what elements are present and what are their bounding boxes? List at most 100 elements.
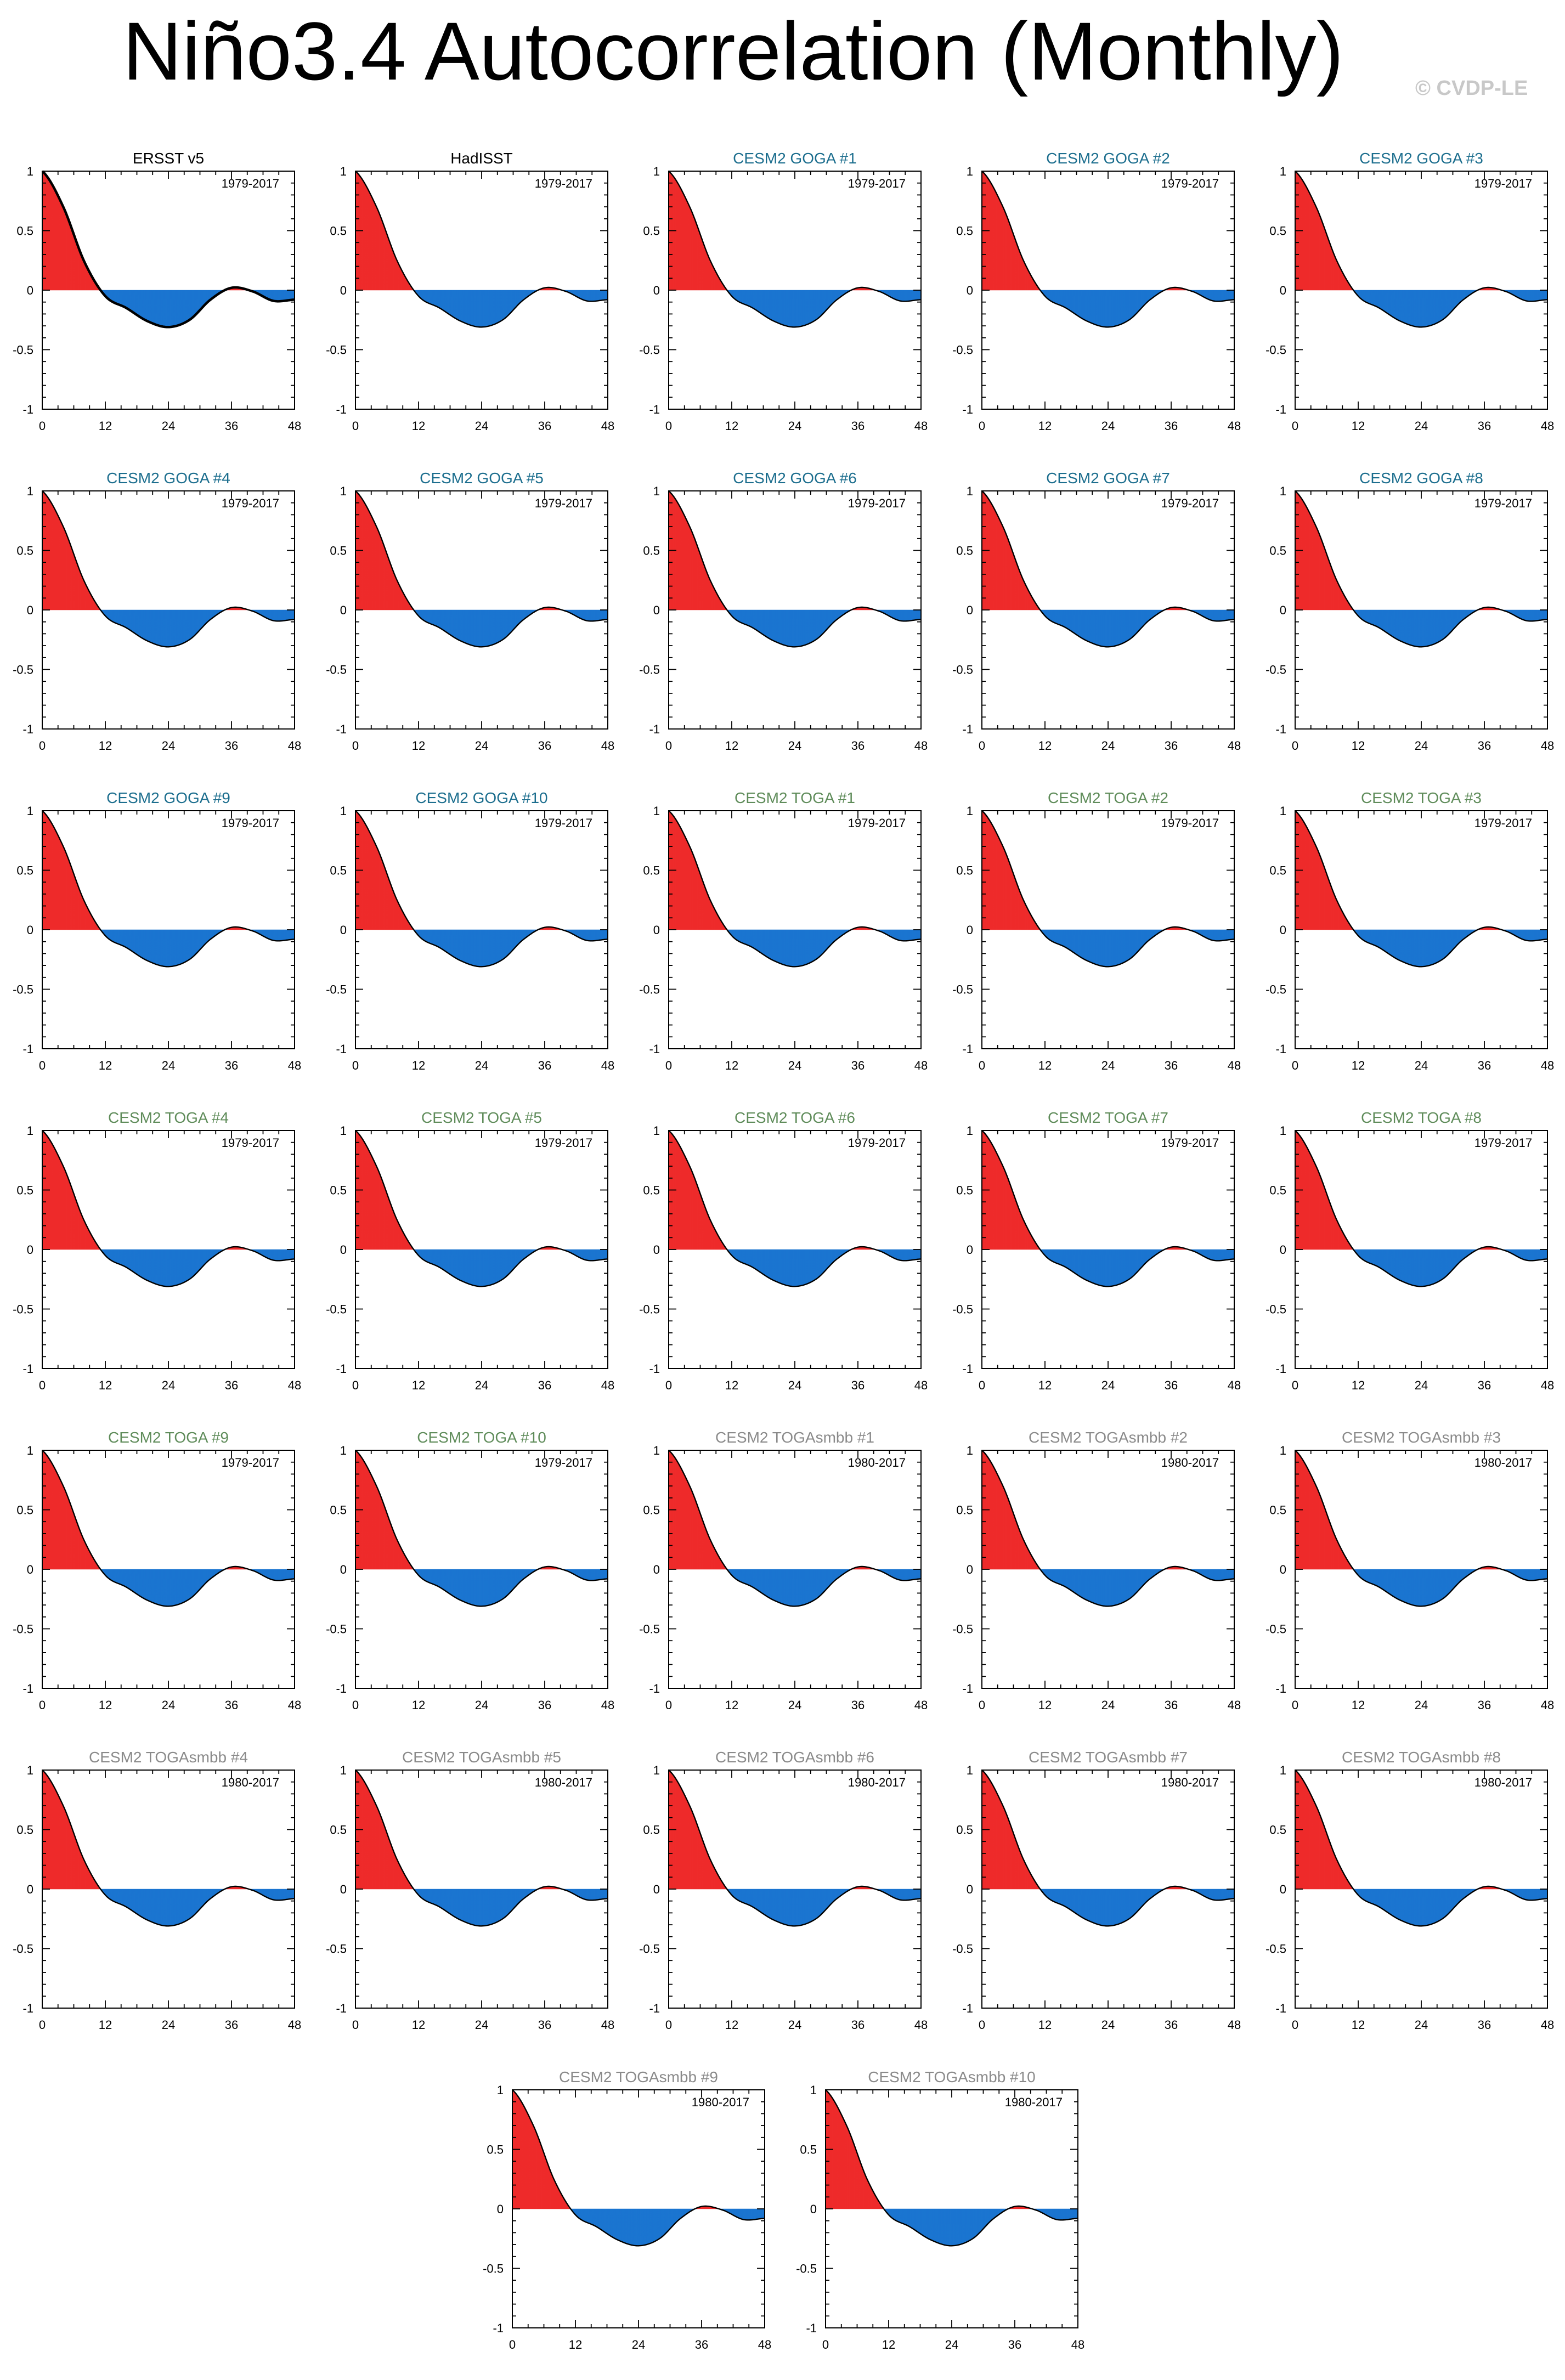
x-tick-label: 48 [1071, 2338, 1084, 2351]
y-tick-label: -0.5 [1265, 663, 1286, 677]
y-tick-label: 0.5 [330, 864, 347, 878]
autocorrelation-panel: 0 12 24 36 48 1 0.5 0 -0.5 -1 CESM2 GOGA #10 1979-2… [326, 789, 614, 1072]
y-tick-label: 1 [27, 484, 33, 498]
x-tick-label: 24 [1101, 739, 1115, 753]
y-tick-label: 0.5 [16, 224, 33, 238]
positive-area [42, 490, 249, 610]
panel-title: CESM2 TOGAsmbb #8 [1342, 1749, 1501, 1766]
panel-title: CESM2 GOGA #9 [106, 789, 230, 806]
x-tick-label: 36 [225, 739, 238, 753]
y-tick-label: -1 [649, 722, 660, 736]
x-tick-label: 24 [632, 2338, 645, 2351]
negative-area [570, 2208, 765, 2246]
x-tick-label: 48 [1541, 1059, 1554, 1072]
x-tick-label: 0 [979, 1698, 985, 1712]
y-tick-label: -0.5 [639, 343, 660, 357]
positive-area [668, 171, 875, 291]
autocorrelation-line [1295, 810, 1548, 968]
y-tick-label: 0.5 [1269, 544, 1286, 558]
positive-area [42, 1770, 249, 1890]
y-tick-label: 0 [340, 603, 347, 617]
x-tick-label: 24 [475, 2018, 488, 2032]
x-tick-label: 48 [1541, 1378, 1554, 1392]
x-tick-label: 12 [99, 419, 112, 433]
x-tick-label: 36 [851, 1698, 865, 1712]
y-tick-label: -0.5 [1265, 1623, 1286, 1636]
x-tick-label: 0 [979, 1378, 985, 1392]
period-label: 1979-2017 [222, 496, 279, 510]
x-tick-label: 48 [288, 739, 301, 753]
x-tick-label: 24 [1415, 1378, 1428, 1392]
y-tick-label: -0.5 [326, 983, 347, 997]
x-tick-label: 48 [601, 1698, 614, 1712]
autocorrelation-panel: 0 12 24 36 48 1 0.5 0 -0.5 -1 CESM2 GOGA #8 1979-20… [1265, 470, 1554, 753]
autocorrelation-panel: 0 12 24 36 48 1 0.5 0 -0.5 -1 CESM2 GOGA #4 1979-20… [13, 470, 301, 753]
period-label: 1980-2017 [1474, 1456, 1532, 1469]
panel-title: CESM2 TOGA #8 [1361, 1109, 1482, 1126]
autocorrelation-panel: 0 12 24 36 48 1 0.5 0 -0.5 -1 CESM2 TOGA #7 1979-20… [952, 1109, 1241, 1392]
positive-area [355, 1450, 562, 1570]
x-tick-label: 0 [1292, 1059, 1298, 1072]
period-label: 1980-2017 [692, 2095, 749, 2109]
x-tick-label: 0 [352, 419, 359, 433]
panel-title: CESM2 TOGA #9 [108, 1429, 229, 1446]
y-tick-label: -0.5 [483, 2262, 504, 2276]
negative-area [1353, 609, 1548, 647]
x-tick-label: 24 [1415, 739, 1428, 753]
y-tick-label: 1 [340, 1444, 347, 1457]
y-tick-label: -0.5 [326, 1623, 347, 1636]
y-tick-label: -1 [1275, 722, 1286, 736]
y-tick-label: 0 [967, 1882, 973, 1896]
y-tick-label: 0 [1280, 1882, 1286, 1896]
x-tick-label: 12 [882, 2338, 895, 2351]
y-tick-label: -1 [493, 2321, 504, 2335]
y-tick-label: -0.5 [639, 1942, 660, 1956]
x-tick-label: 36 [1478, 1698, 1491, 1712]
y-tick-label: 0 [340, 1243, 347, 1257]
negative-area [100, 1569, 295, 1607]
autocorrelation-panel: 0 12 24 36 48 1 0.5 0 -0.5 -1 CESM2 TOGAsmbb #6 198… [639, 1749, 928, 2032]
autocorrelation-line [42, 1130, 295, 1287]
x-tick-label: 0 [352, 739, 359, 753]
x-tick-label: 12 [99, 739, 112, 753]
autocorrelation-panel: 0 12 24 36 48 1 0.5 0 -0.5 -1 CESM2 GOGA #9 1979-20… [13, 789, 301, 1072]
panel-title: CESM2 TOGA #1 [735, 789, 855, 806]
y-tick-label: 0.5 [330, 224, 347, 238]
period-label: 1980-2017 [222, 1776, 279, 1789]
y-tick-label: 1 [27, 804, 33, 818]
y-tick-label: 0.5 [16, 1184, 33, 1197]
autocorrelation-line [981, 1130, 1235, 1287]
autocorrelation-panel: 0 12 24 36 48 1 0.5 0 -0.5 -1 CESM2 TOGA #10 1979-2… [326, 1429, 614, 1712]
x-tick-label: 48 [914, 739, 928, 753]
y-tick-label: -0.5 [952, 343, 973, 357]
x-tick-label: 48 [1541, 419, 1554, 433]
y-tick-label: 0 [653, 1243, 660, 1257]
y-tick-label: -0.5 [1265, 1303, 1286, 1316]
autocorrelation-line [1295, 171, 1548, 328]
panel-title: CESM2 GOGA #7 [1046, 470, 1170, 487]
x-tick-label: 12 [1352, 1059, 1365, 1072]
positive-area [981, 1130, 1189, 1250]
autocorrelation-panel: 0 12 24 36 48 1 0.5 0 -0.5 -1 CESM2 TOGA #9 1979-20… [13, 1429, 301, 1712]
y-tick-label: 0 [27, 1563, 33, 1576]
autocorrelation-line [355, 1770, 608, 1927]
y-tick-label: -1 [22, 1042, 33, 1056]
y-tick-label: -1 [962, 1042, 973, 1056]
y-tick-label: 0 [810, 2202, 817, 2216]
x-tick-label: 36 [225, 1378, 238, 1392]
x-tick-label: 48 [914, 419, 928, 433]
positive-area [355, 1770, 562, 1890]
y-tick-label: 0 [27, 923, 33, 937]
x-tick-label: 12 [725, 2018, 738, 2032]
page-title-text: Niño3.4 Autocorrelation (Monthly) [122, 5, 1344, 97]
x-tick-label: 48 [1228, 1059, 1241, 1072]
x-tick-label: 48 [1228, 1698, 1241, 1712]
period-label: 1979-2017 [848, 177, 906, 190]
y-tick-label: 0.5 [330, 1823, 347, 1837]
panel-title: CESM2 TOGAsmbb #5 [402, 1749, 561, 1766]
x-tick-label: 12 [725, 1059, 738, 1072]
panel-title: CESM2 TOGAsmbb #7 [1029, 1749, 1188, 1766]
positive-area [668, 810, 875, 930]
x-tick-label: 36 [1478, 739, 1491, 753]
period-label: 1980-2017 [1161, 1456, 1219, 1469]
